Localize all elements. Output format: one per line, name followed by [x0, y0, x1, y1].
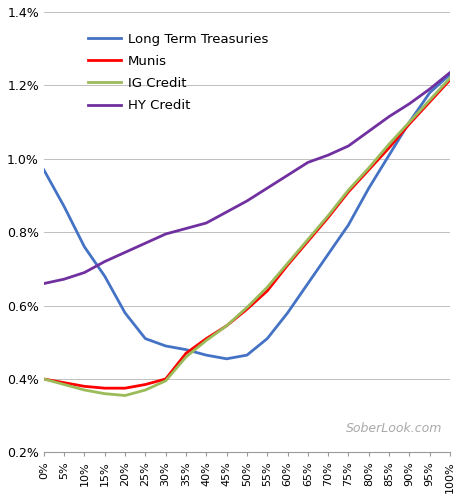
- Long Term Treasuries: [244, 352, 249, 358]
- Munis: [346, 189, 351, 195]
- HY Credit: [244, 198, 249, 204]
- IG Credit: [244, 304, 249, 310]
- HY Credit: [41, 280, 47, 286]
- IG Credit: [102, 390, 108, 396]
- Munis: [122, 385, 128, 391]
- Line: Munis: Munis: [44, 80, 450, 388]
- IG Credit: [447, 75, 453, 81]
- Munis: [204, 336, 209, 342]
- IG Credit: [204, 338, 209, 344]
- IG Credit: [82, 387, 87, 393]
- IG Credit: [41, 376, 47, 382]
- IG Credit: [264, 284, 270, 290]
- HY Credit: [61, 276, 67, 282]
- HY Credit: [305, 160, 310, 166]
- IG Credit: [386, 141, 392, 147]
- HY Credit: [264, 185, 270, 191]
- IG Credit: [325, 212, 331, 218]
- Munis: [41, 376, 47, 382]
- IG Credit: [346, 187, 351, 193]
- Munis: [305, 238, 310, 244]
- HY Credit: [386, 114, 392, 119]
- Long Term Treasuries: [41, 167, 47, 173]
- Munis: [264, 288, 270, 294]
- Long Term Treasuries: [143, 336, 148, 342]
- Long Term Treasuries: [224, 356, 230, 362]
- HY Credit: [163, 231, 169, 237]
- Munis: [325, 214, 331, 220]
- IG Credit: [285, 260, 290, 266]
- Munis: [82, 384, 87, 390]
- Legend: Long Term Treasuries, Munis, IG Credit, HY Credit: Long Term Treasuries, Munis, IG Credit, …: [83, 28, 274, 118]
- IG Credit: [305, 236, 310, 242]
- Long Term Treasuries: [427, 90, 432, 96]
- Munis: [366, 167, 371, 173]
- IG Credit: [163, 378, 169, 384]
- HY Credit: [427, 86, 432, 92]
- Long Term Treasuries: [447, 72, 453, 78]
- HY Credit: [447, 70, 453, 75]
- HY Credit: [285, 172, 290, 178]
- Munis: [427, 99, 432, 105]
- Munis: [386, 145, 392, 151]
- Munis: [163, 376, 169, 382]
- IG Credit: [407, 119, 412, 125]
- Munis: [102, 385, 108, 391]
- Long Term Treasuries: [122, 310, 128, 316]
- HY Credit: [143, 240, 148, 246]
- Long Term Treasuries: [82, 244, 87, 250]
- IG Credit: [122, 392, 128, 398]
- HY Credit: [224, 209, 230, 215]
- IG Credit: [224, 323, 230, 329]
- Long Term Treasuries: [61, 204, 67, 210]
- Long Term Treasuries: [183, 346, 189, 352]
- HY Credit: [407, 100, 412, 106]
- Line: IG Credit: IG Credit: [44, 78, 450, 396]
- IG Credit: [366, 165, 371, 171]
- Long Term Treasuries: [366, 185, 371, 191]
- HY Credit: [204, 220, 209, 226]
- Munis: [61, 380, 67, 386]
- IG Credit: [143, 387, 148, 393]
- IG Credit: [183, 354, 189, 360]
- Long Term Treasuries: [102, 273, 108, 279]
- Line: Long Term Treasuries: Long Term Treasuries: [44, 74, 450, 359]
- Line: HY Credit: HY Credit: [44, 72, 450, 284]
- Long Term Treasuries: [163, 343, 169, 349]
- Munis: [143, 382, 148, 388]
- Long Term Treasuries: [264, 336, 270, 342]
- Munis: [224, 323, 230, 329]
- Long Term Treasuries: [305, 280, 310, 286]
- Munis: [447, 77, 453, 83]
- Long Term Treasuries: [386, 152, 392, 158]
- IG Credit: [61, 382, 67, 388]
- HY Credit: [366, 128, 371, 134]
- Long Term Treasuries: [346, 222, 351, 228]
- Munis: [183, 350, 189, 356]
- Munis: [244, 306, 249, 312]
- Long Term Treasuries: [285, 310, 290, 316]
- IG Credit: [427, 97, 432, 103]
- Munis: [407, 121, 412, 127]
- Long Term Treasuries: [407, 119, 412, 125]
- Munis: [285, 262, 290, 268]
- HY Credit: [82, 270, 87, 276]
- HY Credit: [346, 143, 351, 149]
- HY Credit: [102, 258, 108, 264]
- Long Term Treasuries: [204, 352, 209, 358]
- HY Credit: [183, 226, 189, 232]
- HY Credit: [122, 250, 128, 256]
- HY Credit: [325, 152, 331, 158]
- Text: SoberLook.com: SoberLook.com: [346, 422, 442, 435]
- Long Term Treasuries: [325, 251, 331, 257]
